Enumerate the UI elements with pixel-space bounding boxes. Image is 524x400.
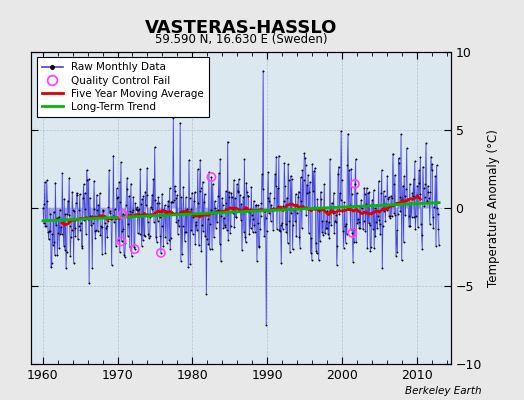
Raw Monthly Data: [263, 322, 269, 327]
Quality Control Fail: [157, 250, 165, 256]
Raw Monthly Data: [373, 220, 379, 225]
Legend: Raw Monthly Data, Quality Control Fail, Five Year Moving Average, Long-Term Tren: Raw Monthly Data, Quality Control Fail, …: [37, 57, 209, 117]
Line: Long-Term Trend: Long-Term Trend: [43, 202, 439, 221]
Line: Five Year Moving Average: Five Year Moving Average: [62, 196, 420, 225]
Quality Control Fail: [130, 246, 139, 252]
Long-Term Trend: [372, 203, 378, 208]
Five Year Moving Average: [375, 209, 381, 214]
Long-Term Trend: [283, 207, 290, 212]
Long-Term Trend: [168, 212, 174, 217]
Raw Monthly Data: [260, 68, 266, 73]
Raw Monthly Data: [152, 197, 158, 202]
Long-Term Trend: [152, 213, 158, 218]
Five Year Moving Average: [168, 209, 174, 214]
Quality Control Fail: [351, 181, 359, 187]
Raw Monthly Data: [168, 236, 174, 240]
Five Year Moving Average: [372, 210, 378, 215]
Raw Monthly Data: [377, 222, 383, 226]
Quality Control Fail: [348, 230, 356, 236]
Quality Control Fail: [207, 174, 215, 180]
Raw Monthly Data: [40, 205, 46, 210]
Title: VASTERAS-HASSLO: VASTERAS-HASSLO: [145, 18, 337, 36]
Long-Term Trend: [43, 218, 49, 223]
Y-axis label: Temperature Anomaly (°C): Temperature Anomaly (°C): [487, 129, 500, 287]
Line: Raw Monthly Data: Raw Monthly Data: [41, 69, 441, 326]
Long-Term Trend: [40, 218, 46, 223]
Text: 59.590 N, 16.630 E (Sweden): 59.590 N, 16.630 E (Sweden): [155, 33, 328, 46]
Five Year Moving Average: [283, 203, 290, 208]
Raw Monthly Data: [436, 242, 442, 247]
Long-Term Trend: [436, 200, 442, 205]
Five Year Moving Average: [152, 210, 158, 215]
Long-Term Trend: [375, 203, 381, 208]
Raw Monthly Data: [285, 162, 291, 166]
Raw Monthly Data: [43, 223, 49, 228]
Quality Control Fail: [118, 211, 127, 217]
Text: Berkeley Earth: Berkeley Earth: [406, 386, 482, 396]
Quality Control Fail: [117, 238, 126, 245]
